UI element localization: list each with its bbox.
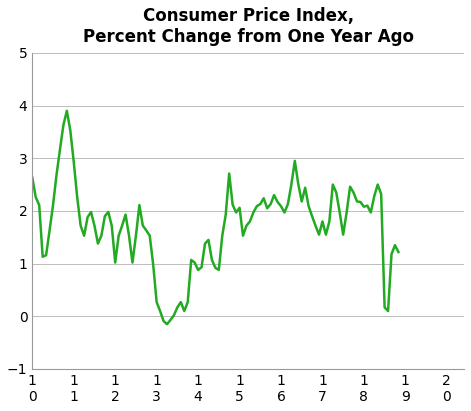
Title: Consumer Price Index,
Percent Change from One Year Ago: Consumer Price Index, Percent Change fro… <box>83 7 414 46</box>
